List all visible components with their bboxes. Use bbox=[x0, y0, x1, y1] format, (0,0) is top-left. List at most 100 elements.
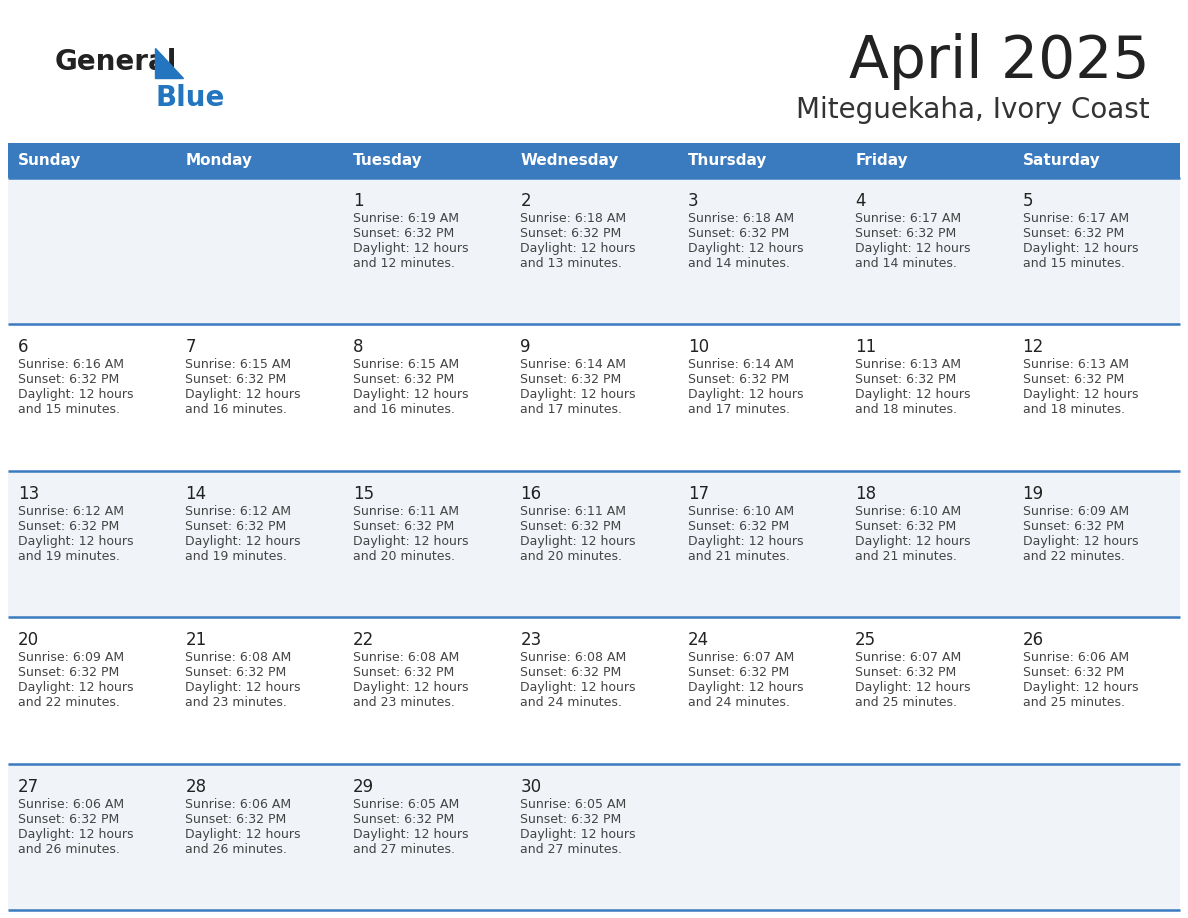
Text: Sunrise: 6:05 AM: Sunrise: 6:05 AM bbox=[353, 798, 459, 811]
Text: 14: 14 bbox=[185, 485, 207, 503]
Text: and 19 minutes.: and 19 minutes. bbox=[18, 550, 120, 563]
Text: and 22 minutes.: and 22 minutes. bbox=[1023, 550, 1125, 563]
Text: Sunrise: 6:07 AM: Sunrise: 6:07 AM bbox=[688, 651, 794, 665]
Text: Wednesday: Wednesday bbox=[520, 153, 619, 168]
Text: and 23 minutes.: and 23 minutes. bbox=[353, 696, 455, 710]
Text: and 24 minutes.: and 24 minutes. bbox=[520, 696, 623, 710]
Text: Sunrise: 6:08 AM: Sunrise: 6:08 AM bbox=[353, 651, 459, 665]
Text: Sunrise: 6:06 AM: Sunrise: 6:06 AM bbox=[1023, 651, 1129, 665]
Text: Sunrise: 6:18 AM: Sunrise: 6:18 AM bbox=[520, 212, 626, 225]
Text: 18: 18 bbox=[855, 485, 877, 503]
Text: Sunset: 6:32 PM: Sunset: 6:32 PM bbox=[1023, 666, 1124, 679]
Text: Sunrise: 6:12 AM: Sunrise: 6:12 AM bbox=[185, 505, 291, 518]
Text: and 16 minutes.: and 16 minutes. bbox=[185, 403, 287, 417]
Text: Sunrise: 6:17 AM: Sunrise: 6:17 AM bbox=[855, 212, 961, 225]
Text: Thursday: Thursday bbox=[688, 153, 767, 168]
Text: Sunset: 6:32 PM: Sunset: 6:32 PM bbox=[18, 520, 119, 532]
Text: and 15 minutes.: and 15 minutes. bbox=[18, 403, 120, 417]
Text: Sunset: 6:32 PM: Sunset: 6:32 PM bbox=[855, 520, 956, 532]
Text: 30: 30 bbox=[520, 778, 542, 796]
Bar bbox=[8, 324, 1180, 471]
Text: Daylight: 12 hours: Daylight: 12 hours bbox=[688, 388, 803, 401]
Bar bbox=[8, 143, 1180, 178]
Text: Friday: Friday bbox=[855, 153, 908, 168]
Bar bbox=[8, 764, 1180, 910]
Text: Daylight: 12 hours: Daylight: 12 hours bbox=[688, 535, 803, 548]
Text: Sunset: 6:32 PM: Sunset: 6:32 PM bbox=[1023, 520, 1124, 532]
Text: 11: 11 bbox=[855, 339, 877, 356]
Text: Tuesday: Tuesday bbox=[353, 153, 423, 168]
Text: 10: 10 bbox=[688, 339, 709, 356]
Text: Miteguekaha, Ivory Coast: Miteguekaha, Ivory Coast bbox=[796, 96, 1150, 124]
Text: Sunrise: 6:11 AM: Sunrise: 6:11 AM bbox=[520, 505, 626, 518]
Text: Sunset: 6:32 PM: Sunset: 6:32 PM bbox=[18, 666, 119, 679]
Text: 28: 28 bbox=[185, 778, 207, 796]
Text: and 25 minutes.: and 25 minutes. bbox=[1023, 696, 1125, 710]
Bar bbox=[8, 178, 1180, 324]
Text: 2: 2 bbox=[520, 192, 531, 210]
Text: Sunrise: 6:14 AM: Sunrise: 6:14 AM bbox=[688, 358, 794, 372]
Text: Sunset: 6:32 PM: Sunset: 6:32 PM bbox=[520, 227, 621, 240]
Text: Daylight: 12 hours: Daylight: 12 hours bbox=[855, 388, 971, 401]
Text: Sunset: 6:32 PM: Sunset: 6:32 PM bbox=[18, 812, 119, 825]
Text: Sunset: 6:32 PM: Sunset: 6:32 PM bbox=[855, 374, 956, 386]
Text: and 13 minutes.: and 13 minutes. bbox=[520, 257, 623, 270]
Text: and 23 minutes.: and 23 minutes. bbox=[185, 696, 287, 710]
Text: Sunrise: 6:14 AM: Sunrise: 6:14 AM bbox=[520, 358, 626, 372]
Text: Sunset: 6:32 PM: Sunset: 6:32 PM bbox=[855, 666, 956, 679]
Text: and 12 minutes.: and 12 minutes. bbox=[353, 257, 455, 270]
Text: 26: 26 bbox=[1023, 632, 1044, 649]
Text: 8: 8 bbox=[353, 339, 364, 356]
Text: Sunrise: 6:06 AM: Sunrise: 6:06 AM bbox=[18, 798, 124, 811]
Text: 9: 9 bbox=[520, 339, 531, 356]
Text: 4: 4 bbox=[855, 192, 866, 210]
Text: Sunrise: 6:15 AM: Sunrise: 6:15 AM bbox=[353, 358, 459, 372]
Text: and 15 minutes.: and 15 minutes. bbox=[1023, 257, 1125, 270]
Text: and 16 minutes.: and 16 minutes. bbox=[353, 403, 455, 417]
Text: Sunset: 6:32 PM: Sunset: 6:32 PM bbox=[520, 666, 621, 679]
Text: Sunset: 6:32 PM: Sunset: 6:32 PM bbox=[688, 227, 789, 240]
Text: Sunrise: 6:11 AM: Sunrise: 6:11 AM bbox=[353, 505, 459, 518]
Text: and 14 minutes.: and 14 minutes. bbox=[688, 257, 790, 270]
Text: Sunset: 6:32 PM: Sunset: 6:32 PM bbox=[353, 227, 454, 240]
Text: Daylight: 12 hours: Daylight: 12 hours bbox=[688, 242, 803, 255]
Text: Sunset: 6:32 PM: Sunset: 6:32 PM bbox=[185, 374, 286, 386]
Text: 24: 24 bbox=[688, 632, 709, 649]
Text: General: General bbox=[55, 48, 177, 76]
Text: and 27 minutes.: and 27 minutes. bbox=[353, 843, 455, 856]
Text: Daylight: 12 hours: Daylight: 12 hours bbox=[18, 681, 133, 694]
Text: Sunset: 6:32 PM: Sunset: 6:32 PM bbox=[353, 666, 454, 679]
Text: 20: 20 bbox=[18, 632, 39, 649]
Text: 1: 1 bbox=[353, 192, 364, 210]
Text: Daylight: 12 hours: Daylight: 12 hours bbox=[353, 242, 468, 255]
Text: and 24 minutes.: and 24 minutes. bbox=[688, 696, 790, 710]
Text: Daylight: 12 hours: Daylight: 12 hours bbox=[520, 388, 636, 401]
Text: Sunrise: 6:13 AM: Sunrise: 6:13 AM bbox=[1023, 358, 1129, 372]
Text: and 20 minutes.: and 20 minutes. bbox=[353, 550, 455, 563]
Text: Daylight: 12 hours: Daylight: 12 hours bbox=[1023, 388, 1138, 401]
Text: and 21 minutes.: and 21 minutes. bbox=[855, 550, 958, 563]
Text: 27: 27 bbox=[18, 778, 39, 796]
Text: Daylight: 12 hours: Daylight: 12 hours bbox=[520, 535, 636, 548]
Text: 21: 21 bbox=[185, 632, 207, 649]
Text: Daylight: 12 hours: Daylight: 12 hours bbox=[1023, 242, 1138, 255]
Text: 5: 5 bbox=[1023, 192, 1034, 210]
Text: Sunrise: 6:10 AM: Sunrise: 6:10 AM bbox=[688, 505, 794, 518]
Text: Daylight: 12 hours: Daylight: 12 hours bbox=[520, 242, 636, 255]
Text: Daylight: 12 hours: Daylight: 12 hours bbox=[1023, 535, 1138, 548]
Text: Daylight: 12 hours: Daylight: 12 hours bbox=[185, 681, 301, 694]
Text: Daylight: 12 hours: Daylight: 12 hours bbox=[353, 388, 468, 401]
Text: Daylight: 12 hours: Daylight: 12 hours bbox=[353, 681, 468, 694]
Text: Daylight: 12 hours: Daylight: 12 hours bbox=[185, 388, 301, 401]
Text: Sunrise: 6:08 AM: Sunrise: 6:08 AM bbox=[185, 651, 292, 665]
Text: Sunset: 6:32 PM: Sunset: 6:32 PM bbox=[520, 812, 621, 825]
Text: Saturday: Saturday bbox=[1023, 153, 1100, 168]
Text: 25: 25 bbox=[855, 632, 877, 649]
Text: Sunset: 6:32 PM: Sunset: 6:32 PM bbox=[688, 666, 789, 679]
Text: Monday: Monday bbox=[185, 153, 252, 168]
Text: Blue: Blue bbox=[154, 84, 225, 112]
Text: and 17 minutes.: and 17 minutes. bbox=[520, 403, 623, 417]
Text: Sunset: 6:32 PM: Sunset: 6:32 PM bbox=[185, 812, 286, 825]
Text: Daylight: 12 hours: Daylight: 12 hours bbox=[855, 535, 971, 548]
Text: and 22 minutes.: and 22 minutes. bbox=[18, 696, 120, 710]
